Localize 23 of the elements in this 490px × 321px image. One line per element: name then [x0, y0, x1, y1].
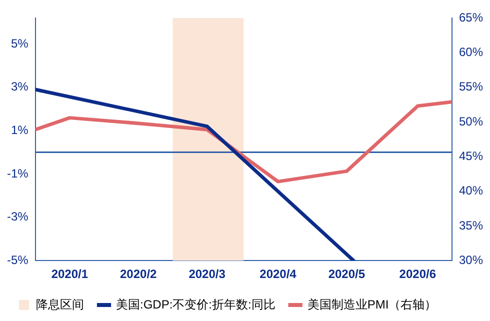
- x-tick-label: 2020/3: [188, 267, 226, 282]
- y-tick-label: -5%: [6, 252, 29, 267]
- legend-label: 美国制造业PMI（右轴）: [307, 297, 437, 312]
- y2-tick-label: 40%: [458, 184, 484, 198]
- y-tick-label: -3%: [6, 210, 29, 224]
- x-tick-label: 2020/4: [260, 267, 297, 282]
- y2-tick-label: 30%: [458, 252, 484, 267]
- y-tick-label: 1%: [10, 122, 29, 137]
- x-tick-label: 2020/5: [328, 267, 366, 282]
- x-tick-label: 2020/2: [120, 267, 158, 282]
- x-tick-label: 2020/1: [51, 267, 88, 282]
- y2-tick-label: 35%: [458, 218, 484, 232]
- y2-tick-label: 45%: [458, 148, 484, 163]
- y-tick-label: -1%: [6, 166, 29, 180]
- y2-tick-label: 60%: [458, 44, 484, 59]
- y2-tick-label: 50%: [458, 114, 484, 128]
- y2-tick-label: 65%: [458, 10, 484, 24]
- y-tick-label: 5%: [10, 36, 29, 50]
- legend-label: 美国:GDP:不变价:折年数:同比: [116, 297, 276, 312]
- legend-label: 降息区间: [36, 297, 84, 312]
- y2-tick-label: 55%: [458, 80, 484, 94]
- x-tick-label: 2020/6: [399, 267, 436, 282]
- y-tick-label: 3%: [10, 80, 29, 94]
